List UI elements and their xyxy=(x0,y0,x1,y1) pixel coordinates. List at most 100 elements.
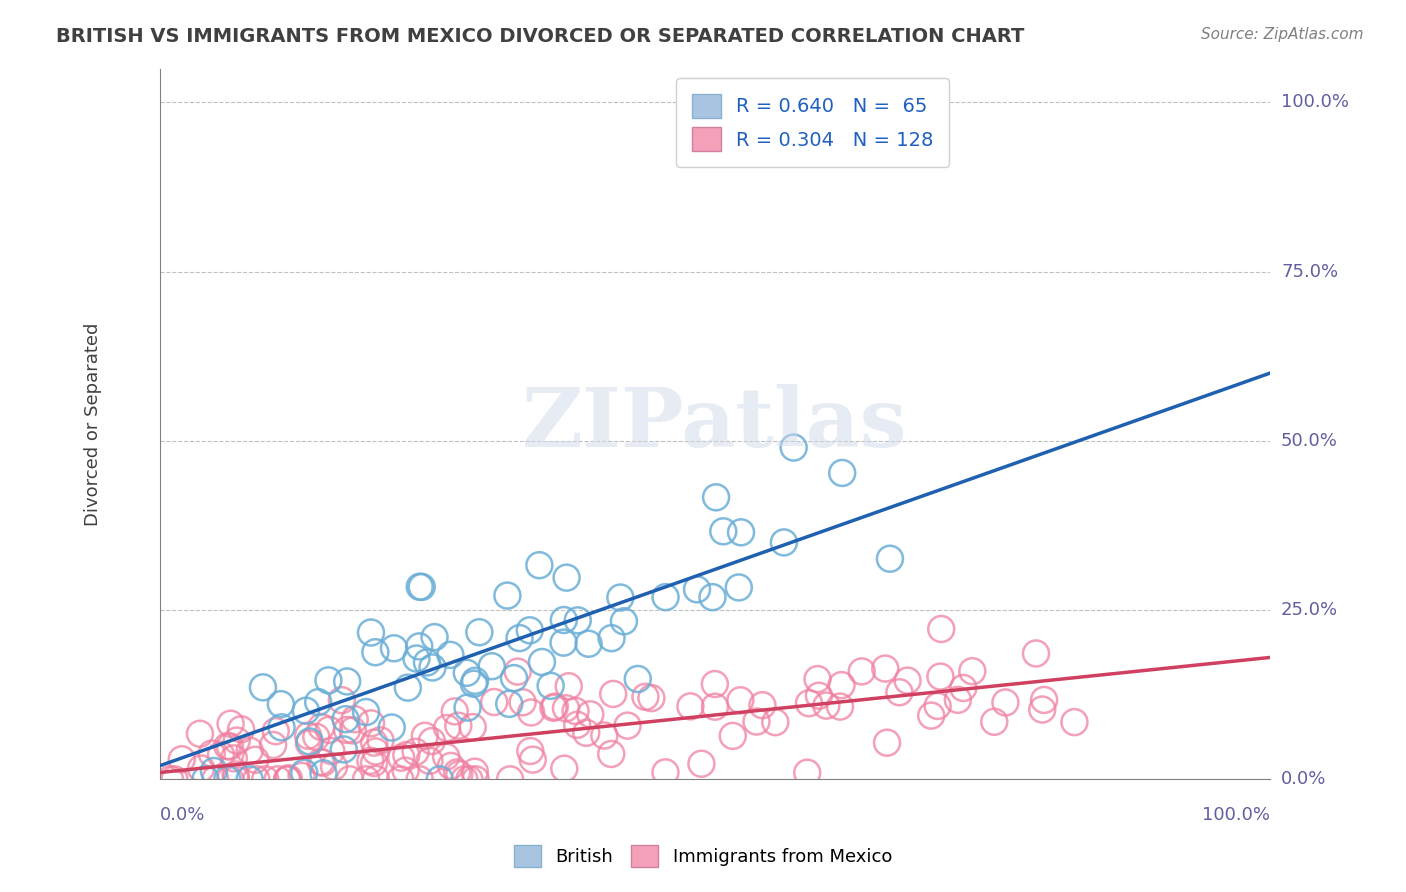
Point xyxy=(464,673,486,688)
Point xyxy=(745,714,768,729)
Point xyxy=(389,772,412,787)
Text: ZIPatlas: ZIPatlas xyxy=(522,384,907,464)
Point xyxy=(239,772,262,787)
Point xyxy=(579,707,602,722)
Point xyxy=(252,681,274,695)
Point xyxy=(449,767,471,781)
Point xyxy=(309,755,332,769)
Point xyxy=(773,535,796,549)
Point xyxy=(679,699,702,714)
Point xyxy=(209,747,232,762)
Point xyxy=(332,742,354,756)
Text: 0.0%: 0.0% xyxy=(1281,771,1326,789)
Point xyxy=(1033,693,1056,707)
Point xyxy=(927,698,949,713)
Point xyxy=(312,756,335,770)
Point xyxy=(311,720,333,734)
Point xyxy=(730,525,752,540)
Point xyxy=(983,714,1005,729)
Point xyxy=(634,690,657,704)
Point xyxy=(952,681,974,695)
Point xyxy=(423,630,446,644)
Point xyxy=(609,591,631,605)
Point xyxy=(408,640,430,654)
Point xyxy=(264,724,287,739)
Point xyxy=(422,660,444,674)
Point xyxy=(219,716,242,731)
Point xyxy=(851,665,873,679)
Point xyxy=(225,733,247,747)
Point xyxy=(727,581,749,595)
Point xyxy=(512,695,534,709)
Point xyxy=(254,772,277,787)
Point xyxy=(807,689,830,703)
Point xyxy=(298,734,321,748)
Point xyxy=(529,558,551,573)
Point xyxy=(443,705,465,719)
Point xyxy=(806,672,828,686)
Point xyxy=(447,719,470,733)
Point xyxy=(994,696,1017,710)
Point xyxy=(395,748,418,763)
Point xyxy=(409,580,432,594)
Point xyxy=(962,664,984,678)
Point xyxy=(520,706,543,720)
Point xyxy=(159,772,181,787)
Point xyxy=(336,674,359,689)
Point xyxy=(418,754,440,768)
Point xyxy=(553,762,575,776)
Point xyxy=(307,695,329,709)
Text: BRITISH VS IMMIGRANTS FROM MEXICO DIVORCED OR SEPARATED CORRELATION CHART: BRITISH VS IMMIGRANTS FROM MEXICO DIVORC… xyxy=(56,27,1025,45)
Point xyxy=(602,687,624,701)
Point xyxy=(363,756,385,770)
Point xyxy=(593,729,616,743)
Point xyxy=(270,720,292,734)
Point xyxy=(616,718,638,732)
Point xyxy=(456,665,478,680)
Point xyxy=(519,744,541,758)
Text: Source: ZipAtlas.com: Source: ZipAtlas.com xyxy=(1201,27,1364,42)
Point xyxy=(405,651,427,665)
Point xyxy=(405,745,427,759)
Point xyxy=(875,662,897,676)
Point xyxy=(298,737,321,751)
Point xyxy=(711,524,734,539)
Text: 75.0%: 75.0% xyxy=(1281,262,1339,281)
Point xyxy=(163,772,186,787)
Text: 100.0%: 100.0% xyxy=(1202,806,1270,824)
Point xyxy=(370,733,392,747)
Point xyxy=(190,762,212,776)
Point xyxy=(555,571,578,585)
Point xyxy=(627,672,650,686)
Point xyxy=(553,635,575,649)
Point xyxy=(457,700,479,714)
Point xyxy=(446,765,468,780)
Point xyxy=(686,582,709,597)
Point xyxy=(702,590,724,604)
Point xyxy=(276,772,298,787)
Point xyxy=(225,767,247,781)
Point xyxy=(503,671,526,685)
Point xyxy=(339,772,361,787)
Point xyxy=(201,747,224,761)
Point xyxy=(434,749,457,764)
Point xyxy=(364,645,387,659)
Point xyxy=(782,441,804,455)
Point xyxy=(295,704,318,718)
Point xyxy=(876,736,898,750)
Point xyxy=(763,715,786,730)
Point xyxy=(297,729,319,743)
Point xyxy=(496,589,519,603)
Point xyxy=(413,729,436,743)
Point xyxy=(354,705,377,719)
Point xyxy=(929,622,952,636)
Point xyxy=(1025,647,1047,661)
Point xyxy=(416,656,439,670)
Point xyxy=(217,739,239,754)
Point xyxy=(359,754,381,768)
Point xyxy=(222,751,245,765)
Text: Divorced or Separated: Divorced or Separated xyxy=(84,322,103,525)
Point xyxy=(640,691,662,706)
Point xyxy=(600,631,623,645)
Point xyxy=(543,700,565,714)
